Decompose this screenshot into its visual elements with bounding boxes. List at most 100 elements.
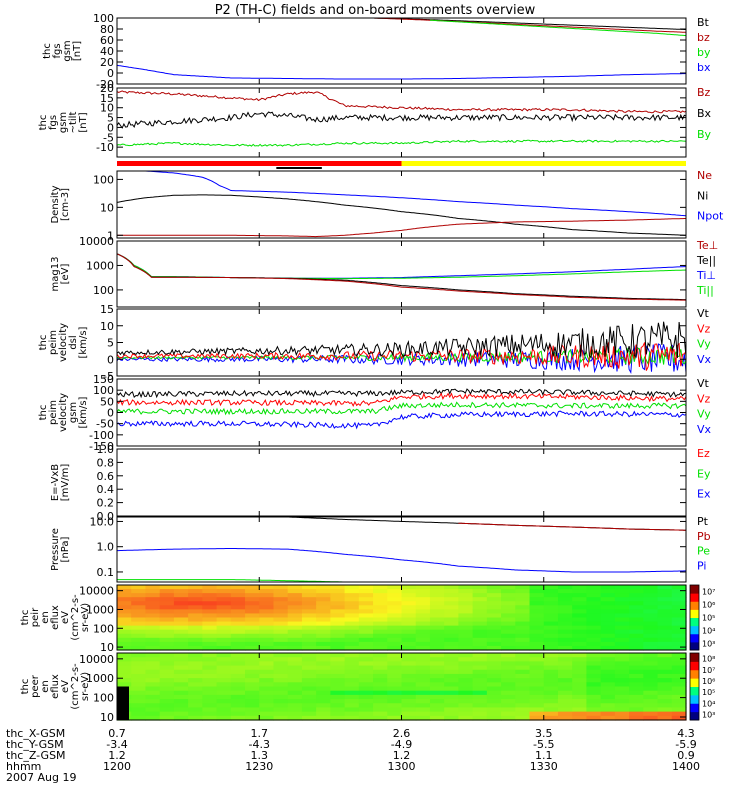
spectrogram-cell <box>458 673 474 679</box>
spectrogram-cell <box>614 653 630 658</box>
spectrogram-cell <box>387 715 403 721</box>
legend-label: Bz <box>697 86 711 99</box>
spectrogram-cell <box>671 653 687 658</box>
spectrogram-cell <box>429 707 445 713</box>
spectrogram-cell <box>330 617 346 623</box>
spectrogram-cell <box>415 661 431 667</box>
spectrogram-cell <box>543 694 559 700</box>
spectrogram-cell <box>159 678 175 683</box>
spectrogram-cell <box>330 613 346 619</box>
spectrogram-cell <box>586 669 602 675</box>
y-tick-label: 5 <box>107 112 114 125</box>
spectrogram-cell <box>316 699 331 704</box>
legend-label: Bt <box>697 16 710 29</box>
y-tick-label: 1.0 <box>97 541 115 554</box>
spectrogram-cell <box>444 633 459 639</box>
spectrogram-cell <box>245 694 260 700</box>
spectrogram-cell <box>543 703 559 709</box>
spectrogram-cell <box>501 707 516 713</box>
spectrogram-cell <box>643 617 659 623</box>
spectrogram-cell <box>230 597 246 602</box>
spectrogram-cell <box>401 605 417 610</box>
spectrogram-cell <box>515 682 531 688</box>
spectrogram-cell <box>543 653 559 658</box>
spectrogram-cell <box>572 645 588 651</box>
spectrogram-cell <box>614 605 630 610</box>
spectrogram-cell <box>586 665 602 671</box>
spectrogram-cell <box>330 686 346 692</box>
spectrogram-cell <box>586 617 602 623</box>
spectrogram-cell <box>202 645 218 651</box>
spectrogram-cell <box>429 645 445 651</box>
x-axis-row-label: hhmm <box>6 760 41 773</box>
spectrogram-cell <box>557 657 573 662</box>
spectrogram-cell <box>259 629 275 635</box>
spectrogram-cell <box>486 641 502 647</box>
spectrogram-cell <box>515 625 531 631</box>
spectrogram-cell <box>117 621 132 627</box>
spectrogram-cell <box>501 585 516 590</box>
spectrogram-cell <box>387 673 403 679</box>
spectrogram-cell <box>586 589 602 594</box>
spectrogram-cell <box>330 633 346 639</box>
spectrogram-cell <box>543 625 559 631</box>
spectrogram-cell <box>273 617 289 623</box>
spectrogram-cell <box>643 613 659 619</box>
spectrogram-cell <box>415 613 431 619</box>
spectrogram-cell <box>358 678 374 683</box>
spectrogram-cell <box>202 637 218 643</box>
spectrogram-cell <box>614 665 630 671</box>
spectrogram-cell <box>159 682 175 688</box>
spectrogram-cell <box>358 665 374 671</box>
legend-label: Vt <box>697 377 710 390</box>
spectrogram-cell <box>572 657 588 662</box>
spectrogram-cell <box>159 645 175 651</box>
spectrogram-cell <box>557 613 573 619</box>
spectrogram-cell <box>458 707 474 713</box>
spectrogram-cell <box>301 653 317 658</box>
legend-label: Ne <box>697 169 712 182</box>
colorbar-tick-label: 10³ <box>702 640 715 649</box>
spectrogram-cell <box>458 699 474 704</box>
spectrogram-cell <box>444 703 459 709</box>
spectrogram-cell <box>629 593 644 598</box>
spectrogram-cell <box>387 593 403 598</box>
spectrogram-cell <box>131 601 147 606</box>
spectrogram-cell <box>202 665 218 671</box>
legend-label: by <box>697 46 711 59</box>
spectrogram-cell <box>401 641 417 647</box>
spectrogram-cell <box>515 601 531 606</box>
legend-label: Ex <box>697 488 711 501</box>
spectrogram-cell <box>458 605 474 610</box>
spectrogram-cell <box>159 609 175 615</box>
spectrogram-cell <box>671 707 687 713</box>
spectrogram-cell <box>643 641 659 647</box>
spectrogram-cell <box>657 669 673 675</box>
spectrogram-cell <box>458 629 474 635</box>
spectrogram-cell <box>415 629 431 635</box>
spectrogram-cell <box>287 699 303 704</box>
spectrogram-cell <box>230 703 246 709</box>
spectrogram-cell <box>501 641 516 647</box>
spectrogram-cell <box>415 605 431 610</box>
y-axis-label: [cm-3] <box>60 188 71 221</box>
spectrogram-cell <box>543 686 559 692</box>
spectrogram-cell <box>216 617 232 623</box>
spectrogram-cell <box>401 686 417 692</box>
spectrogram-cell <box>373 633 388 639</box>
legend-label: Vy <box>697 408 711 421</box>
spectrogram-cell <box>245 633 260 639</box>
spectrogram-cell <box>486 585 502 590</box>
x-tick-label: 1.1 <box>535 749 553 762</box>
spectrogram-cell <box>316 678 331 683</box>
spectrogram-cell <box>159 699 175 704</box>
spectrogram-cell <box>387 669 403 675</box>
spectrogram-cell <box>472 678 488 683</box>
spectrogram-cell <box>472 686 488 692</box>
panel-frame <box>116 378 687 447</box>
spectrogram-cell <box>401 609 417 615</box>
spectrogram-cell <box>159 686 175 692</box>
spectrogram-cell <box>472 625 488 631</box>
spectrogram-cell <box>173 613 189 619</box>
